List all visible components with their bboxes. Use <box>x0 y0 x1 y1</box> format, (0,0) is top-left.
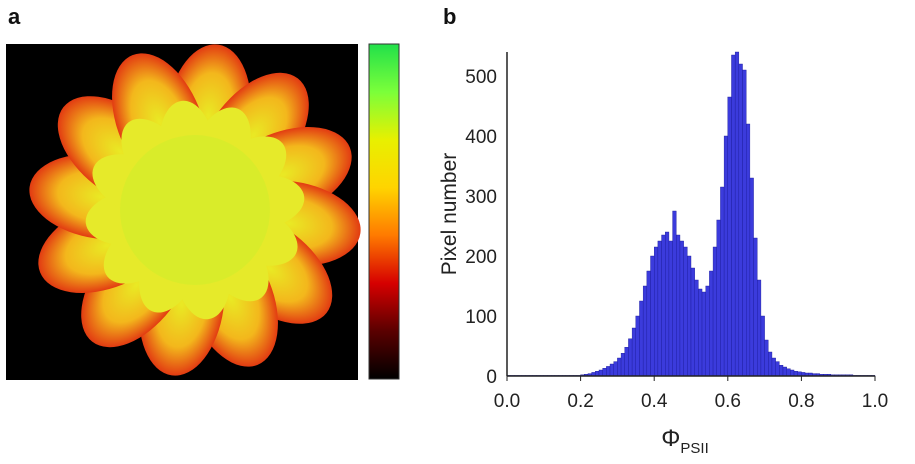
histogram-bar <box>742 69 747 377</box>
histogram-bar <box>598 369 603 377</box>
histogram-bar <box>705 285 710 377</box>
y-tick-labels: 0 100 200 300 400 500 <box>465 67 497 388</box>
histogram-bar <box>698 288 703 377</box>
histogram-bar <box>760 315 765 377</box>
histogram-bar <box>720 186 725 377</box>
histogram-bar <box>790 369 795 377</box>
x-axis-title-main: Φ <box>661 425 680 452</box>
histogram-bar <box>657 240 662 377</box>
histogram-bar <box>712 246 717 377</box>
histogram-bar <box>731 54 736 377</box>
histogram-bar <box>668 240 673 377</box>
histogram-bar <box>646 270 651 377</box>
histogram-bar <box>786 368 791 377</box>
histogram-bar <box>642 285 648 377</box>
y-tick-label: 200 <box>465 247 497 268</box>
histogram-bar <box>764 339 769 377</box>
rosette-image <box>6 44 361 380</box>
histogram-bar <box>676 234 681 377</box>
x-axis-title-sub: PSII <box>680 440 708 457</box>
histogram-bar <box>779 365 784 377</box>
panel-a-label: a <box>8 4 21 29</box>
histogram-bar <box>727 96 732 377</box>
x-tick-labels: 0.0 0.2 0.4 0.6 0.8 1.0 <box>494 376 888 412</box>
histogram-bar <box>723 135 728 377</box>
histogram-bar <box>716 219 721 377</box>
x-tick-label: 0.0 <box>494 391 520 412</box>
histogram-bar <box>687 255 692 377</box>
histogram-bar <box>654 246 659 377</box>
panel-b-label: b <box>443 4 457 29</box>
histogram-bar <box>771 357 776 377</box>
x-tick-label: 1.0 <box>862 391 888 412</box>
histogram-bar <box>650 255 655 377</box>
colorbar <box>368 43 400 380</box>
histogram-bar <box>613 361 618 377</box>
histogram-bar <box>661 234 666 377</box>
histogram-bar <box>749 177 754 377</box>
histogram-bar <box>639 300 644 377</box>
histogram-bar <box>665 231 670 377</box>
histogram-bar <box>738 63 743 377</box>
histogram-bar <box>679 240 684 377</box>
histogram: 0.0 0.2 0.4 0.6 0.8 1.0 0 100 200 300 400 500 Pixe… <box>438 51 888 457</box>
histogram-bar <box>631 327 636 377</box>
x-tick-label: 0.2 <box>567 391 593 412</box>
histogram-bar <box>617 357 622 377</box>
histogram-bar <box>782 366 787 377</box>
histogram-bar <box>624 347 629 377</box>
x-axis-title: ΦPSII <box>661 425 709 457</box>
histogram-bar <box>602 368 607 377</box>
histogram-bar <box>753 237 758 377</box>
histogram-bar <box>746 123 751 377</box>
histogram-bar <box>609 363 614 377</box>
y-tick-label: 400 <box>465 127 497 148</box>
x-tick-label: 0.8 <box>788 391 814 412</box>
histogram-bar <box>606 366 611 377</box>
y-tick-label: 300 <box>465 187 497 208</box>
histogram-bars <box>506 51 876 377</box>
histogram-bar <box>683 246 688 377</box>
histogram-bar <box>635 315 640 377</box>
histogram-bar <box>709 270 714 377</box>
y-axis-title: Pixel number <box>438 153 461 276</box>
histogram-bar <box>701 291 706 377</box>
y-tick-label: 500 <box>465 67 497 88</box>
x-tick-label: 0.6 <box>715 391 741 412</box>
histogram-bar <box>690 267 695 377</box>
x-tick-label: 0.4 <box>641 391 668 412</box>
histogram-bar <box>694 279 699 377</box>
histogram-bar <box>628 338 633 377</box>
histogram-bar <box>672 210 677 377</box>
y-tick-label: 100 <box>465 307 497 328</box>
histogram-bar <box>768 351 773 377</box>
histogram-bar <box>775 361 780 377</box>
y-tick-label: 0 <box>486 367 497 388</box>
histogram-bar <box>757 279 762 377</box>
histogram-bar <box>620 353 625 377</box>
histogram-bar <box>734 51 740 377</box>
rosette-center <box>120 135 270 285</box>
